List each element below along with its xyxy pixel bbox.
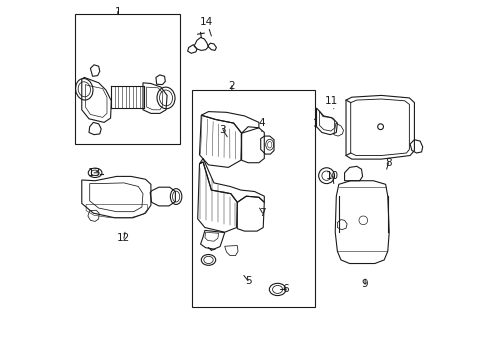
Text: 11: 11 — [325, 96, 338, 109]
Text: 6: 6 — [280, 284, 288, 294]
Text: 8: 8 — [385, 158, 391, 169]
Text: 9: 9 — [361, 279, 367, 289]
Text: 7: 7 — [259, 208, 265, 218]
Text: 14: 14 — [200, 17, 213, 36]
Text: 5: 5 — [244, 275, 251, 286]
Text: 12: 12 — [117, 232, 130, 243]
Text: 4: 4 — [258, 118, 264, 131]
Text: 3: 3 — [219, 125, 227, 137]
Text: 13: 13 — [87, 168, 101, 178]
Text: 2: 2 — [228, 81, 235, 91]
Text: 1: 1 — [114, 6, 121, 17]
Text: 10: 10 — [325, 171, 339, 184]
